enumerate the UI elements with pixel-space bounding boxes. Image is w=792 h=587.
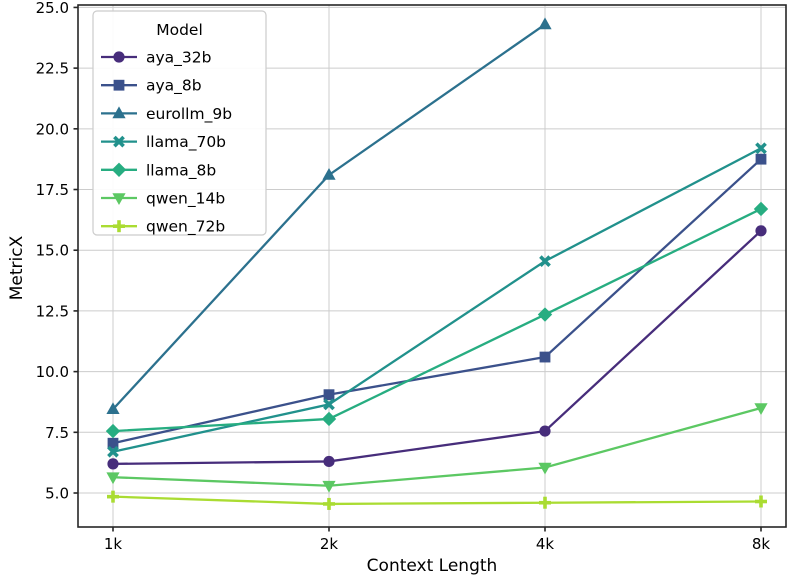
y-tick-label: 7.5 xyxy=(45,424,69,442)
marker-llama_8b xyxy=(321,411,337,427)
legend-label-qwen_14b: qwen_14b xyxy=(146,190,225,209)
legend-label-llama_70b: llama_70b xyxy=(146,133,226,152)
y-tick-label: 5.0 xyxy=(45,485,69,503)
marker-qwen_72b xyxy=(539,496,551,509)
series-line-aya_8b xyxy=(112,158,762,445)
y-axis-label: MetricX xyxy=(7,235,27,301)
legend-title: Model xyxy=(156,21,203,39)
y-tick-label: 10.0 xyxy=(36,363,69,381)
marker-llama_70b xyxy=(755,142,767,155)
series-line-qwen_72b xyxy=(112,495,762,506)
legend-label-aya_32b: aya_32b xyxy=(146,49,211,68)
marker-qwen_14b xyxy=(538,462,552,475)
marker-eurollm_9b xyxy=(322,167,336,180)
marker-qwen_72b xyxy=(755,495,767,508)
marker-llama_70b xyxy=(323,398,335,411)
legend-label-qwen_72b: qwen_72b xyxy=(146,218,225,237)
legend-marker-llama_70b xyxy=(113,135,125,148)
x-tick-label: 2k xyxy=(320,535,339,553)
plot-border xyxy=(77,4,787,528)
legend-marker-aya_8b xyxy=(113,79,125,91)
x-axis-label: Context Length xyxy=(366,556,498,576)
legend-box xyxy=(92,10,267,236)
y-tick-label: 12.5 xyxy=(36,302,69,320)
x-tick-label: 1k xyxy=(104,535,123,553)
series-line-aya_32b xyxy=(112,229,762,466)
series-line-qwen_14b xyxy=(112,406,762,487)
marker-qwen_14b xyxy=(322,480,336,493)
marker-aya_8b xyxy=(107,437,119,449)
marker-qwen_14b xyxy=(754,403,768,416)
marker-llama_8b xyxy=(105,423,121,439)
marker-eurollm_9b xyxy=(106,402,120,415)
legend-marker-aya_32b xyxy=(113,51,125,63)
marker-aya_8b xyxy=(323,389,335,401)
legend-label-eurollm_9b: eurollm_9b xyxy=(146,105,232,124)
marker-aya_32b xyxy=(755,225,767,237)
marker-qwen_72b xyxy=(107,490,119,503)
marker-llama_8b xyxy=(537,307,553,322)
series-line-llama_8b xyxy=(112,207,762,433)
marker-qwen_14b xyxy=(106,472,120,485)
marker-aya_8b xyxy=(539,351,551,363)
y-tick-label: 17.5 xyxy=(36,181,69,199)
y-tick-label: 15.0 xyxy=(36,242,69,260)
marker-llama_70b xyxy=(539,255,551,268)
marker-eurollm_9b xyxy=(538,17,552,30)
legend-marker-llama_8b xyxy=(111,162,127,177)
marker-aya_32b xyxy=(107,458,119,470)
marker-aya_8b xyxy=(755,153,767,165)
marker-aya_32b xyxy=(323,455,335,468)
y-tick-label: 20.0 xyxy=(36,120,69,138)
series-line-llama_70b xyxy=(112,147,762,453)
legend-marker-qwen_14b xyxy=(112,193,126,205)
legend-marker-qwen_72b xyxy=(113,220,125,233)
y-tick-label: 25.0 xyxy=(36,0,69,17)
y-tick-label: 22.5 xyxy=(36,60,69,78)
legend-label-aya_8b: aya_8b xyxy=(146,77,202,96)
marker-llama_8b xyxy=(753,201,769,217)
marker-llama_70b xyxy=(107,445,119,458)
marker-qwen_72b xyxy=(323,497,335,510)
x-tick-label: 4k xyxy=(536,535,555,553)
marker-aya_32b xyxy=(539,425,551,437)
legend-label-llama_8b: llama_8b xyxy=(146,161,216,180)
legend-marker-eurollm_9b xyxy=(112,106,126,119)
x-tick-label: 8k xyxy=(752,535,771,553)
